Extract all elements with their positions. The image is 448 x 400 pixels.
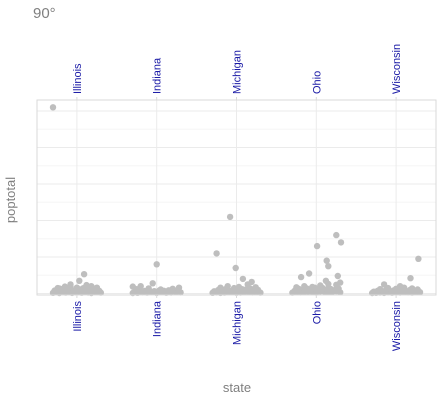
data-point-wisconsin <box>376 286 384 293</box>
x-tick-label-top: Ohio <box>311 71 323 94</box>
data-point-wisconsin <box>380 281 388 288</box>
data-point-michigan <box>226 213 234 221</box>
data-point-ohio <box>313 242 321 250</box>
data-point-wisconsin <box>396 283 404 290</box>
data-point-ohio <box>327 285 334 293</box>
data-point-indiana <box>137 283 144 290</box>
x-tick-label-top: Indiana <box>152 57 164 94</box>
data-point-indiana <box>145 285 152 292</box>
data-point-wisconsin <box>408 285 416 292</box>
data-point-michigan <box>239 275 247 283</box>
data-point-illinois <box>61 283 69 290</box>
data-point-michigan <box>252 284 259 291</box>
x-tick-labels-bottom: Illinois Indiana Michigan Ohio Wisconsin <box>72 300 403 351</box>
x-tick-label-bottom: Wisconsin <box>391 301 403 351</box>
data-point-indiana <box>169 285 176 292</box>
data-point-michigan <box>230 284 238 292</box>
data-point-illinois <box>67 281 74 288</box>
data-point-indiana <box>157 286 164 293</box>
data-point-illinois <box>56 285 63 292</box>
data-point-indiana <box>149 280 156 287</box>
data-point-illinois <box>49 104 57 111</box>
data-point-michigan <box>235 283 243 291</box>
data-point-michigan <box>217 284 224 291</box>
data-point-ohio <box>317 282 324 289</box>
data-point-ohio <box>337 279 344 286</box>
data-point-indiana <box>175 284 183 291</box>
data-point-illinois <box>76 277 83 284</box>
data-point-wisconsin <box>415 255 422 262</box>
chart-title: 90° <box>33 5 56 22</box>
data-point-illinois <box>88 283 95 290</box>
data-point-illinois <box>72 286 80 294</box>
data-point-ohio <box>334 272 341 280</box>
data-point-ohio <box>337 239 345 246</box>
data-point-ohio <box>301 283 308 290</box>
data-point-indiana <box>153 261 160 268</box>
x-axis-title: state <box>223 380 251 395</box>
data-point-indiana <box>129 283 136 290</box>
data-points <box>49 104 424 297</box>
x-tick-labels-top: Illinois Indiana Michigan Ohio Wisconsin <box>72 44 403 94</box>
data-point-ohio <box>333 231 340 239</box>
data-point-ohio <box>305 270 313 277</box>
x-tick-label-bottom: Indiana <box>152 300 164 337</box>
data-point-ohio <box>309 283 316 291</box>
data-point-wisconsin <box>407 275 414 282</box>
data-point-ohio <box>322 277 330 284</box>
x-tick-label-top: Michigan <box>232 50 244 94</box>
data-point-ohio <box>325 263 332 270</box>
data-point-michigan <box>248 278 255 286</box>
y-axis-title: poptotal <box>3 177 18 223</box>
x-tick-label-bottom: Ohio <box>311 301 323 324</box>
data-point-michigan <box>213 250 220 257</box>
data-point-indiana <box>151 288 158 295</box>
x-tick-label-top: Wisconsin <box>391 44 403 94</box>
x-tick-label-bottom: Illinois <box>72 301 84 332</box>
data-point-michigan <box>224 283 231 290</box>
data-point-michigan <box>232 264 239 272</box>
data-point-illinois <box>83 281 90 289</box>
x-tick-label-top: Illinois <box>72 63 84 94</box>
data-point-ohio <box>297 273 305 281</box>
x-tick-label-bottom: Michigan <box>232 301 244 345</box>
data-point-ohio <box>293 284 300 291</box>
data-point-ohio <box>323 257 330 264</box>
data-point-illinois <box>93 284 101 291</box>
plot-panel <box>36 99 437 296</box>
data-point-wisconsin <box>414 286 421 293</box>
data-point-illinois <box>80 271 88 278</box>
